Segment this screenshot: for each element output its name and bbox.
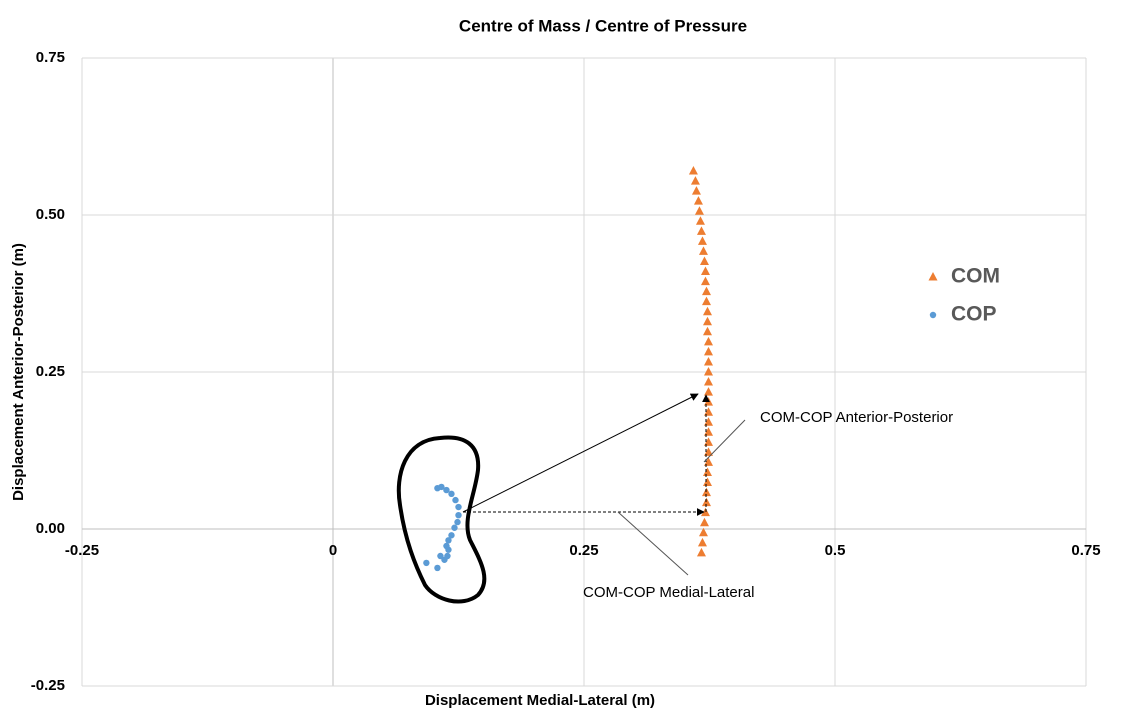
grid	[81, 57, 1087, 687]
marker	[702, 326, 712, 336]
marker	[703, 457, 713, 466]
legend-label: COM	[951, 265, 1000, 288]
marker	[454, 518, 461, 526]
marker	[703, 417, 713, 426]
y-tick-label: 0.25	[36, 363, 65, 380]
marker	[699, 517, 709, 527]
marker	[693, 196, 703, 205]
marker	[423, 559, 430, 567]
marker	[698, 527, 708, 537]
y-tick-label: -0.25	[31, 677, 65, 694]
x-axis-label: Displacement Medial-Lateral (m)	[425, 692, 655, 709]
marker	[445, 546, 452, 553]
marker	[929, 311, 937, 319]
marker	[697, 537, 707, 547]
y-tick-label: 0.75	[36, 49, 65, 66]
marker	[694, 206, 704, 215]
chart-title: Centre of Mass / Centre of Pressure	[459, 16, 747, 35]
marker	[928, 272, 938, 281]
marker	[448, 490, 455, 498]
leader-line	[617, 511, 689, 576]
marker	[691, 186, 701, 195]
marker	[448, 532, 455, 539]
x-tick-label: 0.75	[1071, 542, 1100, 559]
marker	[701, 296, 711, 306]
y-axis-label: Displacement Anterior-Posterior (m)	[10, 243, 27, 501]
marker	[703, 336, 713, 346]
marker	[703, 427, 713, 436]
marker	[701, 286, 711, 296]
legend-label: COP	[951, 303, 997, 326]
marker	[698, 246, 708, 255]
marker	[451, 524, 458, 531]
x-tick-label: 0	[329, 542, 337, 559]
x-tick-label: -0.25	[65, 542, 99, 559]
x-tick-label: 0.25	[569, 542, 598, 559]
plot	[423, 166, 713, 572]
marker	[703, 356, 713, 366]
legend: COM COP	[928, 265, 1000, 326]
marker	[696, 547, 706, 557]
annotation: COM-COP Anterior-Posterior	[760, 409, 953, 426]
marker	[697, 236, 707, 245]
marker	[690, 176, 700, 185]
marker	[443, 486, 450, 494]
marker	[702, 477, 712, 487]
marker	[445, 537, 452, 544]
marker	[703, 387, 713, 396]
marker	[703, 377, 713, 386]
marker	[703, 447, 713, 456]
marker	[700, 507, 710, 517]
marker	[696, 226, 706, 235]
marker	[700, 276, 710, 286]
marker	[455, 511, 462, 519]
marker	[702, 306, 712, 316]
marker	[702, 467, 712, 476]
marker	[700, 266, 710, 276]
marker	[452, 496, 459, 504]
marker	[455, 503, 462, 511]
marker	[699, 256, 709, 265]
y-tick-label: 0.00	[36, 520, 65, 537]
foot-outline	[396, 435, 487, 604]
marker	[703, 407, 713, 416]
x-tick-label: 0.5	[825, 542, 846, 559]
annotation: COM-COP Medial-Lateral	[583, 584, 754, 601]
marker	[437, 552, 444, 560]
marker	[703, 437, 713, 446]
marker	[695, 216, 705, 225]
marker	[703, 397, 713, 406]
marker	[703, 346, 713, 356]
marker	[702, 316, 712, 326]
marker	[703, 367, 713, 376]
y-tick-label: 0.50	[36, 206, 65, 223]
marker	[688, 166, 698, 175]
arrow	[462, 393, 699, 513]
leader-line	[703, 419, 746, 463]
marker	[441, 556, 448, 563]
marker	[434, 564, 441, 572]
marker	[438, 483, 445, 491]
